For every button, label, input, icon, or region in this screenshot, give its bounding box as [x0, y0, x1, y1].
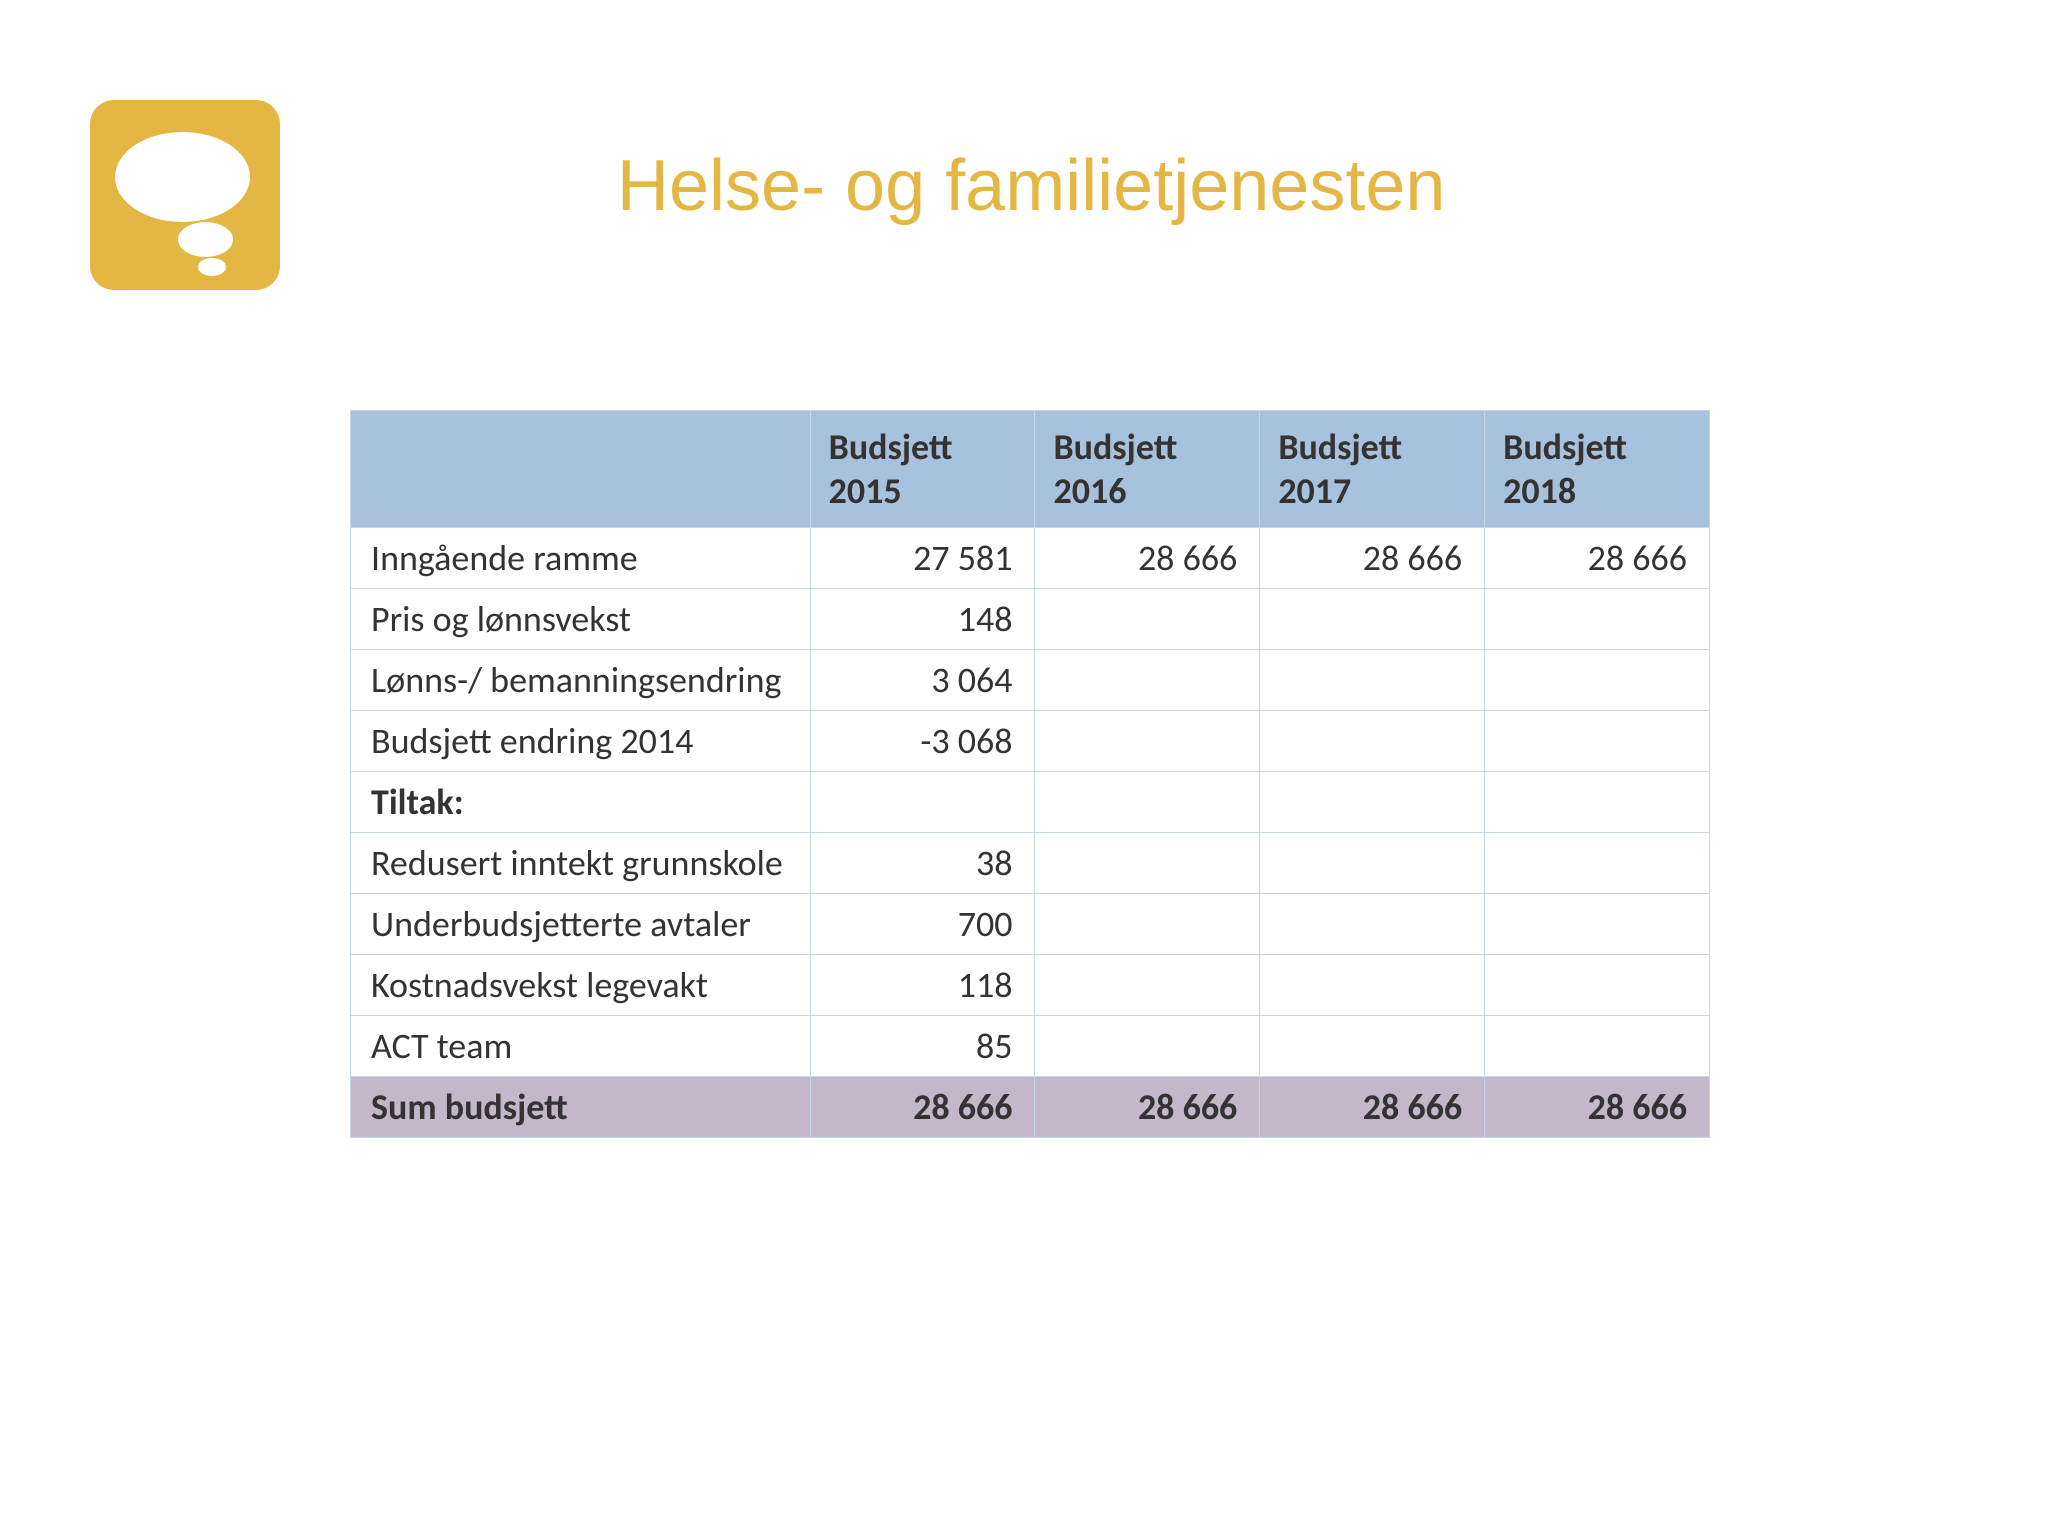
row-value	[1035, 955, 1260, 1016]
sum-row: Sum budsjett28 66628 66628 66628 666	[351, 1077, 1710, 1138]
row-label: Redusert inntekt grunnskole	[351, 833, 811, 894]
header-2018: Budsjett 2018	[1485, 411, 1710, 528]
budget-table: Budsjett 2015 Budsjett 2016 Budsjett 201…	[350, 410, 1710, 1138]
row-label: Kostnadsvekst legevakt	[351, 955, 811, 1016]
page-title: Helse- og familietjenesten	[617, 145, 1445, 227]
sum-value: 28 666	[1035, 1077, 1260, 1138]
row-value: 85	[810, 1016, 1035, 1077]
table-row: Tiltak:	[351, 772, 1710, 833]
row-value	[1035, 894, 1260, 955]
logo-bubble-small	[198, 258, 226, 276]
row-label: Inngående ramme	[351, 528, 811, 589]
table-body: Inngående ramme27 58128 66628 66628 666P…	[351, 528, 1710, 1138]
row-value: 27 581	[810, 528, 1035, 589]
row-value	[1035, 711, 1260, 772]
header-2016: Budsjett 2016	[1035, 411, 1260, 528]
row-value: 28 666	[1260, 528, 1485, 589]
budget-table-container: Budsjett 2015 Budsjett 2016 Budsjett 201…	[350, 410, 1710, 1138]
table-row: ACT team85	[351, 1016, 1710, 1077]
row-value	[1035, 589, 1260, 650]
table-row: Lønns-/ bemanningsendring3 064	[351, 650, 1710, 711]
sum-value: 28 666	[1485, 1077, 1710, 1138]
table-header-row: Budsjett 2015 Budsjett 2016 Budsjett 201…	[351, 411, 1710, 528]
row-value: 28 666	[1485, 528, 1710, 589]
table-row: Inngående ramme27 58128 66628 66628 666	[351, 528, 1710, 589]
row-value	[1035, 650, 1260, 711]
row-value	[1260, 650, 1485, 711]
table-row: Pris og lønnsvekst148	[351, 589, 1710, 650]
table-row: Underbudsjetterte avtaler700	[351, 894, 1710, 955]
row-value: 700	[810, 894, 1035, 955]
sum-value: 28 666	[810, 1077, 1035, 1138]
logo-bubble-large	[115, 132, 250, 222]
row-label: ACT team	[351, 1016, 811, 1077]
row-value	[1035, 1016, 1260, 1077]
header-2015: Budsjett 2015	[810, 411, 1035, 528]
row-value	[1485, 1016, 1710, 1077]
row-value: -3 068	[810, 711, 1035, 772]
row-value: 118	[810, 955, 1035, 1016]
table-row: Redusert inntekt grunnskole38	[351, 833, 1710, 894]
row-value	[810, 772, 1035, 833]
row-value	[1260, 1016, 1485, 1077]
row-value	[1485, 711, 1710, 772]
logo-bubble-medium	[178, 222, 233, 257]
row-value	[1035, 833, 1260, 894]
header-2017: Budsjett 2017	[1260, 411, 1485, 528]
row-value	[1260, 772, 1485, 833]
row-value: 148	[810, 589, 1035, 650]
row-value: 38	[810, 833, 1035, 894]
row-label: Underbudsjetterte avtaler	[351, 894, 811, 955]
row-value	[1260, 955, 1485, 1016]
row-value	[1485, 894, 1710, 955]
row-value	[1485, 772, 1710, 833]
row-value	[1485, 833, 1710, 894]
sum-label: Sum budsjett	[351, 1077, 811, 1138]
row-value	[1485, 955, 1710, 1016]
row-value	[1260, 833, 1485, 894]
sum-value: 28 666	[1260, 1077, 1485, 1138]
row-value: 28 666	[1035, 528, 1260, 589]
logo-icon	[90, 100, 280, 290]
table-row: Kostnadsvekst legevakt118	[351, 955, 1710, 1016]
row-value	[1260, 711, 1485, 772]
row-value	[1485, 589, 1710, 650]
row-label: Budsjett endring 2014	[351, 711, 811, 772]
row-value	[1260, 589, 1485, 650]
header-blank	[351, 411, 811, 528]
row-label: Lønns-/ bemanningsendring	[351, 650, 811, 711]
table-row: Budsjett endring 2014-3 068	[351, 711, 1710, 772]
row-value	[1035, 772, 1260, 833]
row-label: Pris og lønnsvekst	[351, 589, 811, 650]
row-value: 3 064	[810, 650, 1035, 711]
row-label: Tiltak:	[351, 772, 811, 833]
row-value	[1485, 650, 1710, 711]
row-value	[1260, 894, 1485, 955]
